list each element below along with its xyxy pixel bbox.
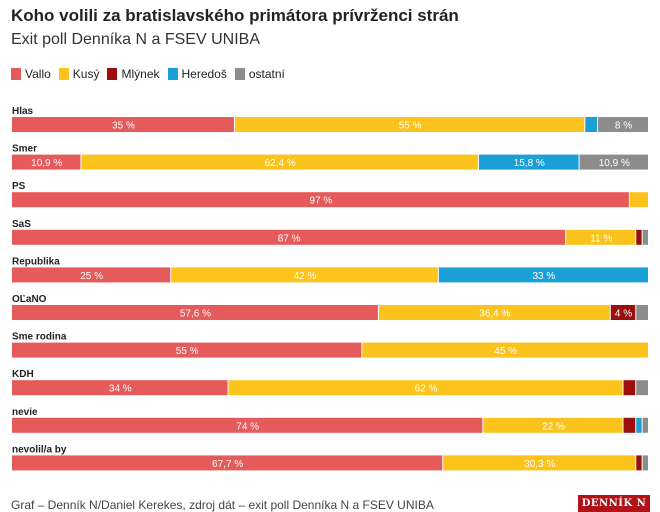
- bar-nevie-mlynek: [623, 417, 636, 433]
- bar-olano-vallo: [12, 305, 378, 320]
- legend-swatch-mlynek: [107, 68, 118, 80]
- legend-label-vallo: Vallo: [25, 67, 51, 81]
- data-label-hlas-vallo: 35 %: [112, 121, 135, 132]
- legend-label-kusy: Kusý: [72, 67, 100, 81]
- category-label-olano: OĽaNO: [12, 294, 47, 305]
- chart-title: Koho volili za bratislavského primátora …: [11, 6, 459, 25]
- bar-nevolil-a-by-mlynek: [636, 455, 642, 471]
- legend-swatch-vallo: [11, 68, 21, 80]
- category-label-nevolil-a-by: nevolil/a by: [12, 444, 67, 455]
- data-label-sme-rodina-vallo: 55 %: [176, 346, 199, 357]
- bar-nevolil-a-by-vallo: [12, 455, 443, 471]
- bar-olano-kusy: [378, 305, 610, 320]
- legend-item-vallo: Vallo: [11, 67, 51, 81]
- legend-swatch-kusy: [58, 68, 69, 80]
- data-label-sas-vallo: 87 %: [278, 233, 301, 244]
- data-label-smer-ostatni: 10,9 %: [599, 158, 630, 169]
- bar-nevolil-a-by-ostatni: [642, 455, 648, 471]
- data-label-republika-kusy: 42 %: [294, 271, 317, 282]
- dennik-n-logo: DENNÍK N: [578, 495, 650, 512]
- bar-sme-rodina-vallo: [12, 342, 362, 358]
- legend-label-ostatni: ostatní: [248, 67, 285, 81]
- legend-item-mlynek: Mlýnek: [107, 67, 160, 81]
- category-label-smer: Smer: [12, 144, 37, 155]
- bar-ps-vallo: [12, 192, 629, 208]
- data-label-nevie-vallo: 74 %: [236, 421, 259, 432]
- bar-sme-rodina-kusy: [362, 342, 648, 358]
- legend-item-heredos: Heredoš: [167, 67, 227, 81]
- bar-nevie-vallo: [12, 417, 483, 433]
- bar-sas-ostatni: [642, 229, 648, 245]
- category-label-hlas: Hlas: [12, 106, 34, 117]
- bar-smer-ostatni: [579, 154, 648, 170]
- data-label-smer-kusy: 62,4 %: [265, 158, 296, 169]
- data-label-sas-kusy: 11 %: [590, 233, 612, 244]
- data-label-nevolil-a-by-kusy: 30,3 %: [524, 459, 555, 470]
- legend-item-kusy: Kusý: [58, 67, 100, 81]
- bar-nevolil-a-by-kusy: [443, 455, 636, 471]
- bar-kdh-mlynek: [623, 380, 636, 396]
- category-label-sme-rodina: Sme rodina: [12, 332, 67, 343]
- data-label-republika-heredos: 33 %: [532, 271, 555, 282]
- legend-item-ostatni: ostatní: [234, 67, 285, 81]
- data-label-hlas-ostatni: 8 %: [615, 121, 632, 132]
- legend-label-heredos: Heredoš: [181, 67, 227, 81]
- bar-kdh-ostatni: [636, 380, 648, 396]
- legend-swatch-ostatni: [234, 68, 245, 80]
- bar-kdh-vallo: [12, 380, 228, 396]
- category-label-nevie: nevie: [12, 407, 38, 418]
- bar-olano-ostatni: [636, 305, 648, 320]
- category-label-sas: SaS: [12, 219, 31, 230]
- legend-label-mlynek: Mlýnek: [121, 67, 160, 81]
- data-label-smer-heredos: 15,8 %: [514, 158, 545, 169]
- bar-smer-heredos: [478, 154, 579, 170]
- chart-source-footer: Graf – Denník N/Daniel Kerekes, zdroj dá…: [11, 498, 434, 512]
- bar-nevie-heredos: [636, 417, 642, 433]
- data-label-nevolil-a-by-vallo: 67,7 %: [212, 459, 243, 470]
- category-label-republika: Republika: [12, 256, 60, 267]
- data-label-nevie-kusy: 22 %: [542, 421, 565, 432]
- bar-nevie-kusy: [483, 417, 623, 433]
- bar-hlas-vallo: [12, 117, 234, 132]
- bar-sas-kusy: [566, 229, 636, 245]
- data-label-kdh-kusy: 62 %: [415, 384, 438, 395]
- bar-smer-kusy: [81, 154, 478, 170]
- data-label-olano-kusy: 36,4 %: [479, 309, 510, 320]
- bar-sas-vallo: [12, 229, 566, 245]
- bar-hlas-ostatni: [598, 117, 648, 132]
- data-label-republika-vallo: 25 %: [80, 271, 103, 282]
- bar-kdh-kusy: [228, 380, 623, 396]
- bar-olano-mlynek: [610, 305, 636, 320]
- data-label-ps-vallo: 97 %: [310, 196, 333, 207]
- legend-swatch-heredos: [167, 68, 178, 80]
- bar-republika-vallo: [12, 267, 171, 283]
- data-label-hlas-kusy: 55 %: [399, 121, 422, 132]
- bar-nevie-ostatni: [642, 417, 648, 433]
- legend: Vallo Kusý Mlýnek Heredoš ostatní: [11, 67, 293, 81]
- bar-sas-mlynek: [636, 229, 642, 245]
- bar-smer-vallo: [12, 154, 81, 170]
- chart-subtitle: Exit poll Denníka N a FSEV UNIBA: [11, 31, 260, 48]
- category-label-ps: PS: [12, 181, 26, 192]
- bar-republika-kusy: [171, 267, 438, 283]
- data-label-olano-mlynek: 4 %: [615, 309, 632, 320]
- data-label-kdh-vallo: 34 %: [109, 384, 132, 395]
- bar-ps-kusy: [629, 192, 648, 208]
- bar-hlas-kusy: [234, 117, 585, 132]
- data-label-smer-vallo: 10,9 %: [31, 158, 62, 169]
- data-label-sme-rodina-kusy: 45 %: [494, 346, 517, 357]
- data-label-olano-vallo: 57,6 %: [180, 309, 211, 320]
- bar-hlas-heredos: [585, 117, 598, 132]
- bar-republika-heredos: [438, 267, 648, 283]
- category-label-kdh: KDH: [12, 369, 34, 380]
